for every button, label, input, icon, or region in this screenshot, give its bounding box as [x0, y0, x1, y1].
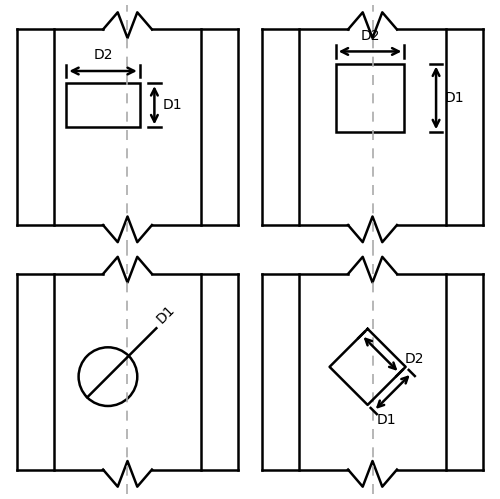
- Bar: [336, 64, 404, 132]
- Text: D1: D1: [163, 98, 182, 112]
- Text: D1: D1: [444, 91, 464, 105]
- Text: D2: D2: [360, 29, 380, 43]
- Text: D1: D1: [376, 414, 396, 428]
- Text: D2: D2: [94, 48, 113, 62]
- Text: D2: D2: [404, 352, 424, 366]
- Bar: [66, 83, 140, 127]
- Text: D1: D1: [154, 302, 178, 326]
